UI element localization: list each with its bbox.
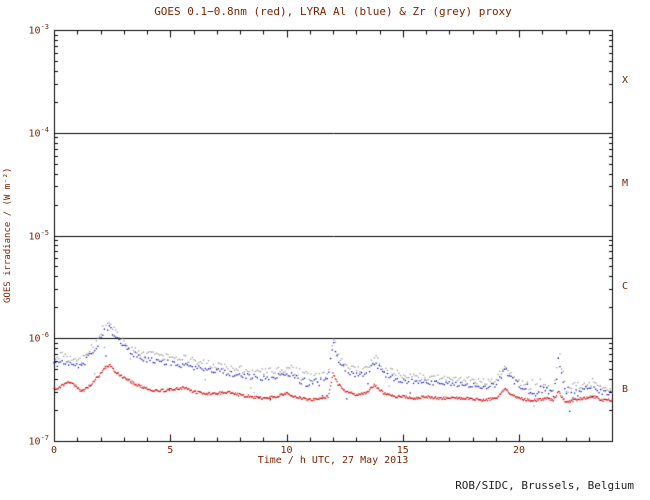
y-axis-label: GOES irradiance / (W m⁻²) — [3, 167, 13, 304]
credit-footer: ROB/SIDC, Brussels, Belgium — [455, 479, 634, 492]
x-axis-label: Time / h UTC, 27 May 2013 — [257, 455, 409, 466]
chart-title: GOES 0.1−0.8nm (red), LYRA Al (blue) & Z… — [154, 5, 512, 18]
